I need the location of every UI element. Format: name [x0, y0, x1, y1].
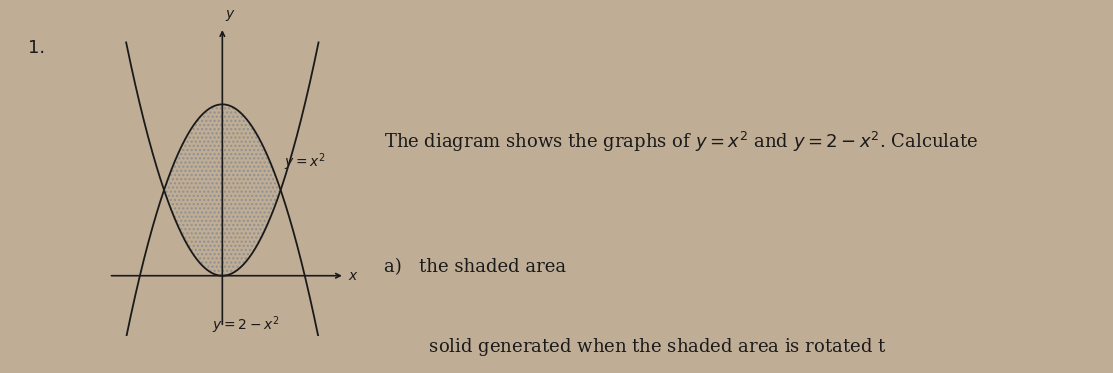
Text: 1.: 1. — [28, 40, 45, 57]
Text: a)   the shaded area: a) the shaded area — [384, 258, 567, 276]
Text: $y = 2-x^2$: $y = 2-x^2$ — [211, 314, 279, 336]
Text: $x$: $x$ — [347, 269, 358, 283]
Text: $\;$solid generated when the shaded area is rotated t: $\;$solid generated when the shaded area… — [384, 336, 887, 358]
Text: $y = x^2$: $y = x^2$ — [284, 151, 325, 173]
Text: The diagram shows the graphs of $y=x^2$ and $y=2-x^2$. Calculate: The diagram shows the graphs of $y=x^2$ … — [384, 130, 978, 154]
Text: $y$: $y$ — [225, 8, 236, 23]
